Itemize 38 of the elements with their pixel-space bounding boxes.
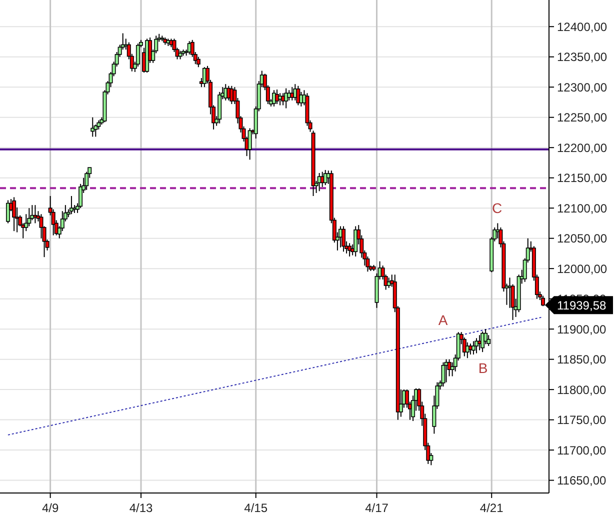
y-tick-label: 11900,00 [557, 322, 606, 336]
y-tick-label: 12050,00 [557, 232, 608, 246]
y-tick-label: 11850,00 [557, 352, 606, 367]
candlestick [471, 340, 476, 355]
y-tick-label: 12400,00 [557, 20, 608, 34]
annotation: A [438, 312, 448, 328]
y-tick-label: 11650,00 [557, 473, 606, 488]
candlestick [441, 362, 446, 388]
candlestick [196, 56, 200, 68]
candlestick [69, 195, 74, 215]
y-tick-label: 12000,00 [557, 262, 608, 276]
candlestick [248, 128, 252, 160]
x-tick-label: 4/15 [244, 501, 268, 515]
candlestick [27, 208, 32, 227]
candlestick [342, 226, 346, 252]
x-tick-label: 4/9 [42, 501, 59, 515]
candlestick [84, 171, 89, 190]
y-tick-label: 11800,00 [557, 382, 606, 397]
y-tick-label: 12200,00 [557, 140, 608, 155]
x-tick-label: 4/17 [365, 501, 389, 515]
candlestick [275, 89, 280, 105]
y-tick-label: 11750,00 [557, 413, 606, 428]
x-tick-label: 4/13 [129, 501, 153, 515]
annotation: B [478, 360, 488, 376]
y-tick-label: 12250,00 [557, 110, 608, 125]
y-tick-label: 12300,00 [557, 80, 608, 94]
y-tick-label: 11700,00 [557, 443, 606, 458]
candlestick [484, 328, 488, 345]
annotation: C [492, 200, 502, 216]
x-tick-label: 4/21 [480, 501, 504, 515]
candlestick [323, 169, 328, 186]
y-tick-label: 12350,00 [557, 50, 608, 64]
candlestick [12, 196, 16, 232]
text: 11939,58 [557, 298, 606, 312]
y-tick-label: 12150,00 [557, 171, 608, 186]
y-tick-label: 12100,00 [557, 201, 608, 216]
candlestick [6, 200, 10, 224]
candlestick [386, 277, 391, 288]
